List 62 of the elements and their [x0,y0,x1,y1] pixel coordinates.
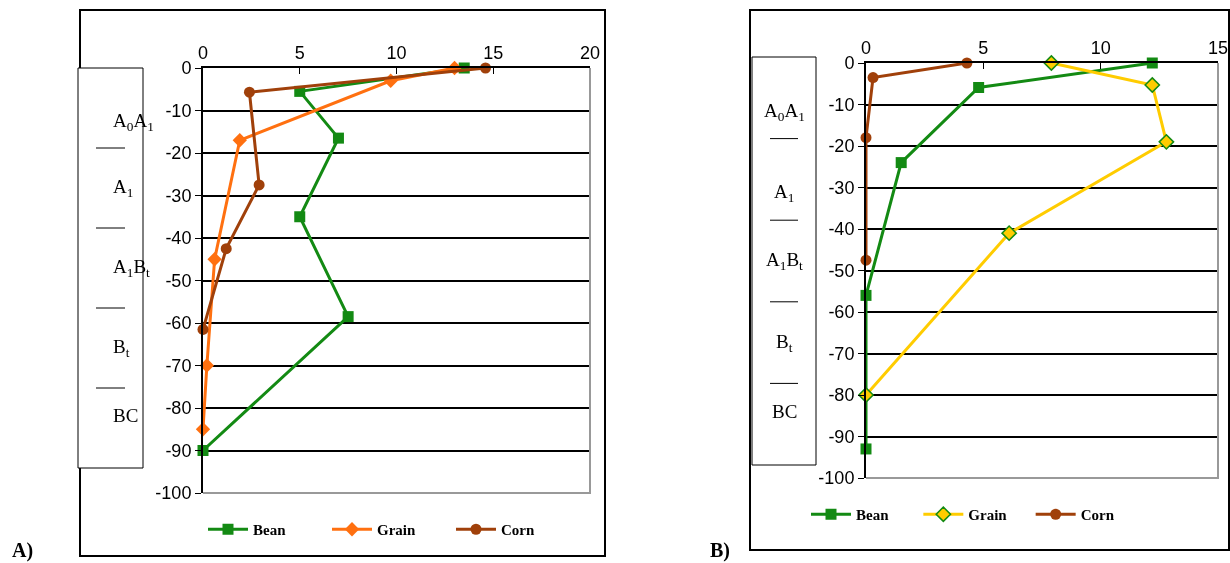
y-tick-label: -90 [165,440,192,461]
legend-label: Corn [501,522,535,539]
point [243,86,255,98]
y-tick-label: -20 [828,136,855,157]
point [1001,225,1018,242]
point [207,252,222,267]
legend-label: Corn [1080,507,1115,524]
x-tick-label: 5 [978,37,989,58]
y-tick-label: 0 [181,58,192,79]
text: A$_{1}$B$_{t}$ [113,256,151,280]
text: B) [710,539,730,562]
x-tick-label: 10 [1090,37,1111,58]
point [253,179,265,191]
y-tick-label: -10 [828,94,855,115]
x-tick-label: 20 [579,42,601,63]
y-tick-label: -30 [165,185,192,206]
y-tick-label: -40 [165,228,192,249]
x-tick-label: 0 [197,42,209,63]
y-tick-label: -70 [828,343,855,364]
point [232,133,247,148]
y-tick-label: -50 [165,270,192,291]
x-tick-label: 5 [294,42,305,63]
legend-label: Bean [253,522,287,539]
x-tick-label: 10 [386,42,407,63]
y-tick-label: -10 [165,100,192,121]
y-tick-label: -30 [828,177,855,198]
y-tick-label: -20 [165,143,192,164]
point [332,132,344,144]
y-tick-label: -80 [165,398,192,419]
point [294,211,306,223]
text: BC [113,405,139,426]
legend-label: Bean [856,507,890,524]
point [342,311,354,323]
x-tick-label: 0 [860,37,872,58]
point [867,72,879,84]
point [973,81,985,93]
text: A$_{1}$ [113,176,134,200]
text: BC [772,401,798,422]
text: A$_{0}$A$_{1}$ [764,100,805,124]
point [1144,77,1161,93]
text: A$_{1}$B$_{t}$ [766,249,804,273]
x-tick-label: 15 [1207,37,1229,58]
x-tick-label: 15 [483,42,504,63]
y-tick-label: -80 [828,385,855,406]
point [1158,133,1175,150]
y-tick-label: -90 [828,426,855,447]
y-tick-label: -100 [155,483,192,504]
text: A$_{0}$A$_{1}$ [113,110,154,134]
y-tick-label: -70 [165,355,192,376]
y-tick-label: -100 [818,468,855,489]
point [895,157,907,169]
y-tick-label: -50 [828,260,855,281]
text: B$_{t}$ [776,331,793,355]
y-tick-label: -40 [828,219,855,240]
legend-label: Grain [377,522,416,539]
text: A) [12,539,34,562]
legend-label: Grain [968,507,1008,524]
y-tick-label: -60 [165,313,192,334]
text: B$_{t}$ [113,336,130,360]
y-tick-label: -60 [828,302,855,323]
text: A$_{1}$ [774,181,795,205]
point [220,243,232,255]
